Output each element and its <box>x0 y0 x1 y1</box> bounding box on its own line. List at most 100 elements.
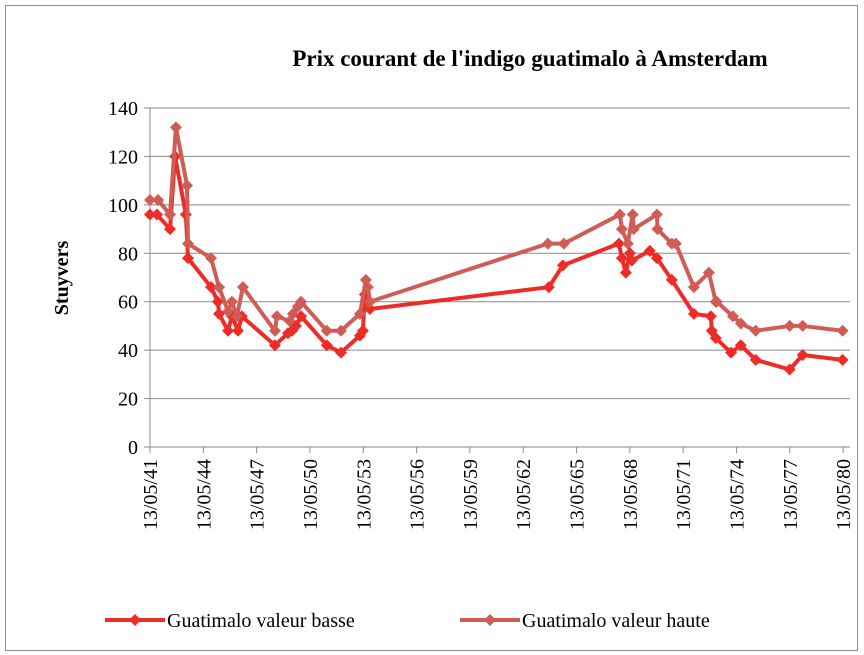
data-point <box>163 208 176 221</box>
data-point <box>268 339 281 352</box>
data-point <box>615 223 628 236</box>
data-point <box>796 348 809 361</box>
data-point <box>783 363 796 376</box>
data-point <box>626 208 639 221</box>
data-point <box>363 295 376 308</box>
data-point <box>643 244 656 257</box>
x-tick-label: 13/05/53 <box>353 459 375 530</box>
data-point <box>152 194 165 207</box>
y-tick-label: 100 <box>108 195 138 217</box>
data-point <box>144 194 156 207</box>
data-point <box>557 237 570 250</box>
x-tick-label: 13/05/62 <box>513 459 535 530</box>
y-tick-label: 40 <box>118 340 138 362</box>
data-point <box>182 252 195 265</box>
legend-label: Guatimalo valeur basse <box>167 610 355 632</box>
x-tick-label: 13/05/59 <box>460 459 482 530</box>
data-point <box>615 252 628 265</box>
data-point <box>625 254 638 267</box>
data-point <box>702 266 715 279</box>
legend-item: Guatimalo valeur basse <box>105 610 355 632</box>
data-point <box>627 223 640 236</box>
data-point <box>621 237 634 250</box>
x-tick-label: 13/05/56 <box>407 459 429 530</box>
data-point <box>205 281 218 294</box>
data-point <box>144 208 156 221</box>
data-point <box>163 223 176 236</box>
data-point <box>619 266 632 279</box>
data-point <box>211 295 224 308</box>
data-point <box>749 324 762 337</box>
data-point <box>236 281 249 294</box>
x-tick-label: 13/05/44 <box>193 459 215 530</box>
data-point <box>320 339 333 352</box>
data-point <box>270 310 283 323</box>
data-point <box>225 295 238 308</box>
data-point <box>541 237 554 250</box>
data-point <box>268 324 281 337</box>
y-tick-label: 20 <box>118 389 138 411</box>
data-point <box>353 307 366 320</box>
data-point <box>334 346 347 359</box>
data-point <box>169 121 182 134</box>
x-tick-label: 13/05/68 <box>620 459 642 530</box>
x-tick-label: 13/05/71 <box>673 459 695 530</box>
data-point <box>286 307 299 320</box>
chart-title: Prix courant de l'indigo guatimalo à Ams… <box>292 46 767 71</box>
x-tick-label: 13/05/65 <box>567 459 589 530</box>
data-point <box>231 324 244 337</box>
y-tick-label: 0 <box>128 437 138 459</box>
legend-item: Guatimalo valeur haute <box>460 610 710 632</box>
data-point <box>363 302 376 315</box>
y-tick-label: 60 <box>118 292 138 314</box>
data-point <box>150 208 163 221</box>
data-point <box>613 208 626 221</box>
data-point <box>669 237 682 250</box>
data-point <box>650 252 663 265</box>
data-point <box>726 310 739 323</box>
legend-label: Guatimalo valeur haute <box>522 610 710 632</box>
data-point <box>213 281 226 294</box>
y-tick-label: 80 <box>118 243 138 265</box>
data-point <box>556 259 569 272</box>
data-point <box>687 307 700 320</box>
data-point <box>222 324 235 337</box>
data-point <box>612 237 625 250</box>
data-point <box>356 324 369 337</box>
data-point <box>665 273 678 286</box>
x-tick-label: 13/05/74 <box>726 459 748 530</box>
data-point <box>796 319 809 332</box>
data-point <box>650 208 663 221</box>
x-tick-label: 13/05/47 <box>247 459 269 530</box>
data-point <box>704 310 717 323</box>
data-point <box>230 310 243 323</box>
x-tick-label: 13/05/80 <box>833 459 855 530</box>
x-tick-label: 13/05/50 <box>300 459 322 530</box>
data-point <box>651 223 664 236</box>
data-point <box>182 237 195 250</box>
data-point <box>687 281 700 294</box>
data-point <box>361 281 374 294</box>
y-axis-label: Stuyvers <box>51 241 73 316</box>
data-point <box>181 179 194 192</box>
data-point <box>836 353 849 366</box>
data-point <box>749 353 762 366</box>
data-point <box>294 295 307 308</box>
data-point <box>334 324 347 337</box>
data-point <box>734 317 747 330</box>
data-point <box>724 346 737 359</box>
x-tick-label: 13/05/77 <box>780 459 802 530</box>
data-point <box>783 319 796 332</box>
chart-border <box>5 5 858 651</box>
legend-marker <box>484 614 496 626</box>
data-point <box>710 295 723 308</box>
legend-marker <box>129 614 141 626</box>
data-point <box>734 339 747 352</box>
data-point <box>222 305 235 318</box>
data-point <box>542 281 555 294</box>
x-tick-label: 13/05/41 <box>140 459 162 530</box>
data-point <box>320 324 333 337</box>
data-point <box>709 332 722 345</box>
data-point <box>836 324 849 337</box>
